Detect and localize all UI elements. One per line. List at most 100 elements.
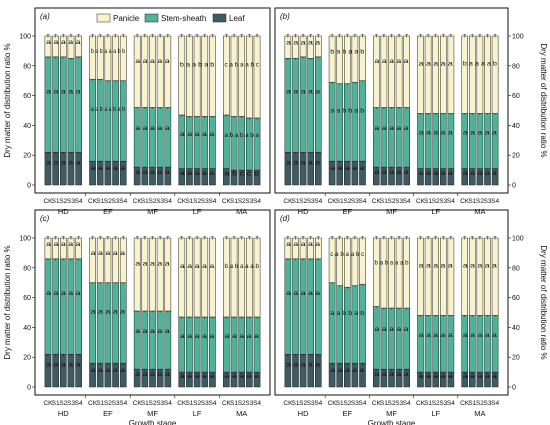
bar-panicle-ef-s2 xyxy=(344,237,351,288)
bar-panicle-mf-s3 xyxy=(395,35,403,108)
y-tick-label: 0 xyxy=(512,385,516,392)
bar-panicle-ma-ck xyxy=(223,35,230,116)
x-tick-label: S4 xyxy=(491,400,499,407)
bar-leaf-hd-s3 xyxy=(307,353,314,388)
x-tick-label: S4 xyxy=(253,198,261,205)
significance-letters: c a b a a b c xyxy=(330,252,364,258)
y-tick-label: 100 xyxy=(512,34,524,41)
bar-stem-sheath-hd-s4 xyxy=(75,56,82,153)
bar-panicle-ma-s1 xyxy=(230,237,238,318)
x-tick-label: S4 xyxy=(75,198,83,205)
stage-label: LF xyxy=(193,207,202,216)
x-tick-label: CK xyxy=(177,198,187,205)
bar-panicle-lf-s1 xyxy=(186,35,193,117)
significance-letters: a a a a a xyxy=(286,161,321,167)
x-tick-label: S1 xyxy=(468,198,476,205)
x-tick-label: S1 xyxy=(336,198,344,205)
bar-leaf-hd-s2 xyxy=(59,353,67,388)
significance-letters: a a a a a xyxy=(135,170,170,176)
bar-stem-sheath-mf-s4 xyxy=(403,307,410,370)
x-tick-label: S4 xyxy=(491,198,499,205)
x-tick-label: CK xyxy=(328,400,338,407)
bar-stem-sheath-lf-s1 xyxy=(424,315,432,373)
bar-stem-sheath-mf-ck xyxy=(373,107,380,168)
bar-leaf-hd-s1 xyxy=(52,151,59,186)
x-tick-label: S4 xyxy=(403,400,411,407)
x-tick-label: S3 xyxy=(67,198,75,205)
x-tick-label: S4 xyxy=(253,400,261,407)
bar-panicle-lf-s2 xyxy=(432,237,439,316)
x-tick-label: S4 xyxy=(403,198,411,205)
y-tick-label: 0 xyxy=(27,385,31,392)
bar-stem-sheath-ef-s3 xyxy=(112,80,119,162)
x-tick-label: CK xyxy=(416,400,426,407)
bar-panicle-ef-s4 xyxy=(119,35,127,81)
x-tick-label: S1 xyxy=(336,400,344,407)
x-tick-label: S4 xyxy=(314,400,322,407)
bar-panicle-ef-s1 xyxy=(336,237,343,286)
x-tick-label: S3 xyxy=(67,400,75,407)
x-tick-label: S2 xyxy=(476,400,484,407)
bar-panicle-mf-s4 xyxy=(164,35,172,108)
legend-swatch-leaf xyxy=(212,13,227,23)
x-tick-label: S2 xyxy=(299,198,307,205)
significance-letters: a a a a a xyxy=(419,374,454,380)
y-tick-label: 100 xyxy=(512,236,524,243)
bar-stem-sheath-ma-s3 xyxy=(484,113,491,169)
significance-letters: a a a a a xyxy=(375,327,410,333)
bar-leaf-ef-s4 xyxy=(119,160,127,186)
bar-leaf-hd-s3 xyxy=(67,151,75,186)
bar-panicle-mf-ck xyxy=(373,237,380,307)
x-tick-label: CK xyxy=(88,400,98,407)
bar-panicle-ma-s4 xyxy=(253,35,261,119)
bar-panicle-ef-s1 xyxy=(96,237,104,283)
significance-letters: a a a a a xyxy=(46,242,81,248)
x-tick-label: S3 xyxy=(484,400,492,407)
bar-stem-sheath-mf-s4 xyxy=(164,107,172,168)
bar-stem-sheath-mf-s2 xyxy=(388,307,395,370)
x-tick-label: S3 xyxy=(201,198,209,205)
bar-stem-sheath-ef-s2 xyxy=(344,286,351,364)
significance-letters: b a a a a b xyxy=(463,61,498,67)
bar-stem-sheath-ef-s2 xyxy=(344,83,351,162)
x-tick-label: CK xyxy=(222,400,232,407)
x-tick-label: S2 xyxy=(299,400,307,407)
significance-letters: a a a a a xyxy=(419,61,454,67)
bar-panicle-lf-s4 xyxy=(209,237,216,318)
bar-panicle-ef-s4 xyxy=(359,237,366,285)
stage-label: HD xyxy=(298,207,309,216)
bar-stem-sheath-ma-ck xyxy=(223,316,230,373)
significance-letters: a a a a a xyxy=(463,333,498,339)
x-tick-label: S3 xyxy=(351,400,359,407)
bar-stem-sheath-ef-s1 xyxy=(96,282,104,364)
bar-stem-sheath-hd-ck xyxy=(284,58,292,153)
bar-panicle-mf-s4 xyxy=(164,237,172,312)
significance-letters: a a a a a xyxy=(286,90,321,96)
x-tick-label: S2 xyxy=(104,198,112,205)
bar-panicle-mf-s4 xyxy=(403,35,410,108)
bar-panicle-ef-s1 xyxy=(96,35,104,80)
bar-panicle-mf-s1 xyxy=(141,35,149,108)
y-axis-title: Dry matter of distribution ratio % xyxy=(3,43,12,157)
x-tick-label: S3 xyxy=(245,198,253,205)
x-tick-label: S1 xyxy=(230,198,238,205)
bar-stem-sheath-lf-ck xyxy=(178,114,186,169)
x-tick-label: CK xyxy=(133,400,143,407)
x-tick-label: CK xyxy=(283,198,293,205)
bar-stem-sheath-lf-ck xyxy=(417,113,424,169)
significance-letters: a a a a a xyxy=(91,368,126,374)
bar-panicle-lf-ck xyxy=(178,237,186,318)
bar-stem-sheath-hd-s3 xyxy=(67,258,75,355)
bar-panicle-lf-s3 xyxy=(440,237,447,316)
bar-stem-sheath-ef-ck xyxy=(89,282,96,364)
bar-stem-sheath-ef-s4 xyxy=(359,80,366,162)
bar-panicle-lf-s1 xyxy=(186,237,193,318)
x-tick-label: S4 xyxy=(75,400,83,407)
significance-letters: a a a a a xyxy=(46,291,81,297)
bar-stem-sheath-lf-s2 xyxy=(193,316,201,373)
bar-leaf-hd-s4 xyxy=(75,151,82,186)
x-tick-label: S2 xyxy=(388,400,396,407)
stage-label: HD xyxy=(58,207,69,216)
bar-panicle-mf-s1 xyxy=(141,237,149,312)
